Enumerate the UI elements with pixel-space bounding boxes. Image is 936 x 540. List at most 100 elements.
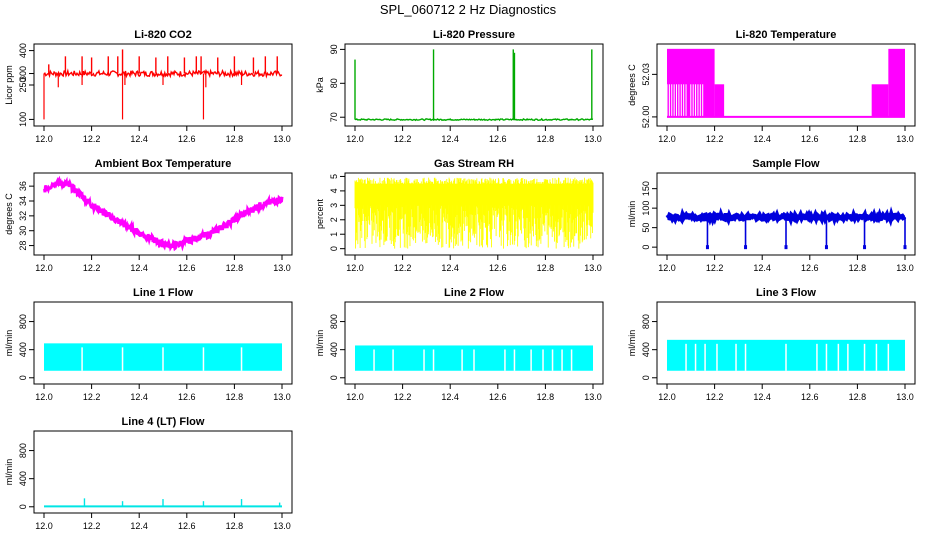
panel-title: Line 1 Flow — [133, 287, 193, 299]
x-tick-label: 13.0 — [584, 392, 602, 402]
panel-2: Li-820 Temperature degrees C 12.0 12.2 12.4 1… — [627, 29, 916, 144]
dip-marker — [784, 245, 788, 250]
y-tick-label: 0 — [18, 375, 28, 380]
panel-8: Line 3 Flow ml/min 12.0 12.2 12.4 12.6 12.8 13.… — [627, 287, 916, 402]
plot-frame — [656, 301, 916, 385]
y-tick-label: 0 — [329, 246, 339, 251]
x-tick-label: 12.4 — [753, 392, 771, 402]
y-tick-label: 0 — [641, 375, 651, 380]
plot-frame — [656, 43, 916, 127]
y-axis-label: kPa — [315, 77, 325, 93]
plot-frame — [344, 43, 604, 127]
y-tick-label: 800 — [329, 314, 339, 329]
y-tick-label: 80 — [329, 78, 339, 88]
panel-0: Li-820 CO2 Licor ppm 12.0 12.2 12.4 12.6 12.8 1… — [4, 29, 293, 144]
series-6 — [44, 343, 282, 371]
x-tick-label: 12.8 — [226, 134, 244, 144]
y-tick-label: 52.00 — [641, 106, 651, 129]
dip-marker — [705, 245, 709, 250]
x-tick-label: 12.6 — [801, 263, 819, 273]
x-tick-label: 12.2 — [83, 521, 101, 531]
y-tick-label: 1 — [329, 232, 339, 237]
y-tick-label: 30 — [18, 226, 28, 236]
y-tick-label: 32 — [18, 211, 28, 221]
series-9 — [44, 498, 282, 508]
panel-title: Line 4 (LT) Flow — [122, 416, 205, 428]
series-3 — [43, 175, 284, 252]
y-axis-label: ml/min — [4, 459, 14, 486]
panel-title: Li-820 Pressure — [433, 29, 515, 41]
x-tick-label: 12.6 — [489, 392, 507, 402]
y-tick-label: 28 — [18, 241, 28, 251]
x-tick-label: 13.0 — [896, 134, 914, 144]
y-tick-label: 50 — [641, 223, 651, 233]
panel-6: Line 1 Flow ml/min 12.0 12.2 12.4 12.6 12.8 13.… — [4, 287, 293, 402]
y-axis-label: ml/min — [315, 330, 325, 357]
series-8 — [667, 339, 905, 371]
x-tick-label: 13.0 — [896, 263, 914, 273]
x-tick-label: 13.0 — [584, 263, 602, 273]
panel-5: Sample Flow ml/min 12.0 12.2 12.4 12.6 12.8 13.… — [627, 158, 916, 273]
plot-frame — [33, 172, 293, 256]
x-tick-label: 12.6 — [489, 134, 507, 144]
y-tick-label: 0 — [18, 504, 28, 509]
x-tick-label: 12.4 — [130, 134, 148, 144]
x-tick-label: 12.2 — [394, 263, 412, 273]
series-4 — [354, 177, 594, 249]
x-tick-label: 12.0 — [346, 392, 364, 402]
series-7 — [355, 345, 593, 371]
x-tick-label: 12.8 — [537, 263, 555, 273]
temp-block — [888, 48, 905, 117]
series-1 — [354, 49, 594, 122]
y-tick-label: 250 — [18, 77, 28, 92]
x-tick-label: 12.2 — [394, 134, 412, 144]
dip-marker — [744, 245, 748, 250]
x-tick-label: 12.6 — [489, 263, 507, 273]
x-tick-label: 12.8 — [537, 134, 555, 144]
y-tick-label: 300 — [18, 66, 28, 81]
plot-frame — [656, 172, 916, 256]
x-tick-label: 12.4 — [130, 521, 148, 531]
panel-title: Li-820 Temperature — [736, 29, 837, 41]
page-title: SPL_060712 2 Hz Diagnostics — [379, 2, 557, 17]
panel-title: Gas Stream RH — [434, 158, 514, 170]
y-tick-label: 800 — [18, 443, 28, 458]
plot-frame — [33, 430, 293, 514]
y-tick-label: 90 — [329, 44, 339, 54]
x-tick-label: 12.0 — [658, 392, 676, 402]
y-axis-label: ml/min — [4, 330, 14, 357]
plot-frame — [344, 301, 604, 385]
x-tick-label: 12.4 — [441, 392, 459, 402]
series-line — [354, 117, 594, 122]
y-axis-label: ml/min — [627, 201, 637, 228]
x-tick-label: 12.4 — [753, 263, 771, 273]
x-tick-label: 12.8 — [226, 521, 244, 531]
x-tick-label: 12.0 — [658, 134, 676, 144]
y-tick-label: 400 — [18, 342, 28, 357]
x-tick-label: 12.0 — [35, 521, 53, 531]
y-tick-label: 400 — [641, 342, 651, 357]
panel-1: Li-820 Pressure kPa 12.0 12.2 12.4 12.6 12.8 13… — [315, 29, 604, 144]
series-0 — [43, 49, 283, 120]
x-tick-label: 12.8 — [226, 263, 244, 273]
x-tick-label: 12.2 — [394, 392, 412, 402]
x-tick-label: 13.0 — [273, 263, 291, 273]
y-tick-label: 70 — [329, 112, 339, 122]
x-tick-label: 12.4 — [441, 263, 459, 273]
panel-4: Gas Stream RH percent 12.0 12.2 12.4 12.6 12.8… — [315, 158, 604, 273]
y-tick-label: 400 — [18, 43, 28, 58]
x-tick-label: 12.8 — [849, 392, 867, 402]
y-tick-label: 100 — [641, 201, 651, 216]
panel-title: Sample Flow — [752, 158, 820, 170]
y-tick-label: 400 — [18, 471, 28, 486]
x-tick-label: 12.0 — [35, 263, 53, 273]
y-tick-label: 100 — [18, 112, 28, 127]
x-tick-label: 12.8 — [849, 263, 867, 273]
series-5 — [665, 206, 907, 250]
x-tick-label: 12.0 — [346, 263, 364, 273]
panel-title: Line 2 Flow — [444, 287, 504, 299]
x-tick-label: 12.4 — [441, 134, 459, 144]
y-tick-label: 5 — [329, 174, 339, 179]
plot-frame — [33, 301, 293, 385]
